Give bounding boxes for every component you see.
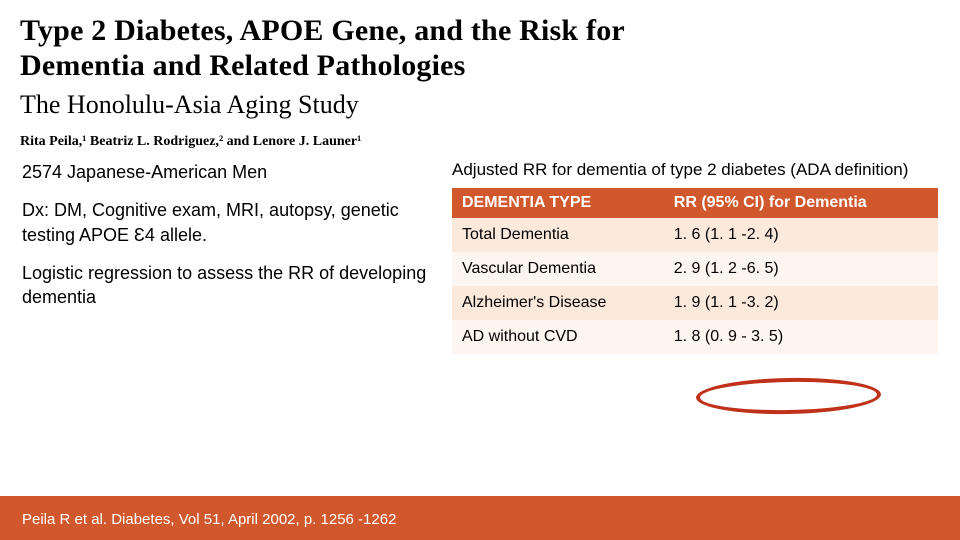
cell-type: AD without CVD [452, 320, 664, 354]
title-line1: Type 2 Diabetes, APOE Gene, and the Risk… [20, 14, 940, 49]
results-table: DEMENTIA TYPE RR (95% CI) for Dementia T… [452, 188, 938, 354]
cell-type: Total Dementia [452, 218, 664, 252]
cell-type: Vascular Dementia [452, 252, 664, 286]
col-header-rr: RR (95% CI) for Dementia [664, 188, 938, 218]
cell-rr: 1. 8 (0. 9 - 3. 5) [664, 320, 938, 354]
table-row: AD without CVD 1. 8 (0. 9 - 3. 5) [452, 320, 938, 354]
slide: Type 2 Diabetes, APOE Gene, and the Risk… [0, 0, 960, 540]
authors: Rita Peila,¹ Beatriz L. Rodriguez,² and … [20, 134, 940, 150]
study-analysis: Logistic regression to assess the RR of … [22, 261, 442, 310]
title-line2: Dementia and Related Pathologies [20, 49, 940, 84]
table-row: Alzheimer's Disease 1. 9 (1. 1 -3. 2) [452, 286, 938, 320]
cell-rr: 2. 9 (1. 2 -6. 5) [664, 252, 938, 286]
cell-rr: 1. 6 (1. 1 -2. 4) [664, 218, 938, 252]
table-row: Vascular Dementia 2. 9 (1. 2 -6. 5) [452, 252, 938, 286]
content-row: 2574 Japanese-American Men Dx: DM, Cogni… [0, 150, 960, 354]
highlight-ellipse [696, 377, 882, 416]
col-header-type: DEMENTIA TYPE [452, 188, 664, 218]
cell-rr: 1. 9 (1. 1 -3. 2) [664, 286, 938, 320]
table-caption: Adjusted RR for dementia of type 2 diabe… [452, 160, 938, 180]
table-row: Total Dementia 1. 6 (1. 1 -2. 4) [452, 218, 938, 252]
title-block: Type 2 Diabetes, APOE Gene, and the Risk… [0, 0, 960, 150]
cell-type: Alzheimer's Disease [452, 286, 664, 320]
study-population: 2574 Japanese-American Men [22, 160, 442, 184]
study-methods: Dx: DM, Cognitive exam, MRI, autopsy, ge… [22, 198, 442, 247]
left-column: 2574 Japanese-American Men Dx: DM, Cogni… [22, 160, 442, 354]
citation: Peila R et al. Diabetes, Vol 51, April 2… [22, 511, 396, 528]
right-column: Adjusted RR for dementia of type 2 diabe… [452, 160, 938, 354]
subtitle: The Honolulu-Asia Aging Study [20, 89, 940, 120]
